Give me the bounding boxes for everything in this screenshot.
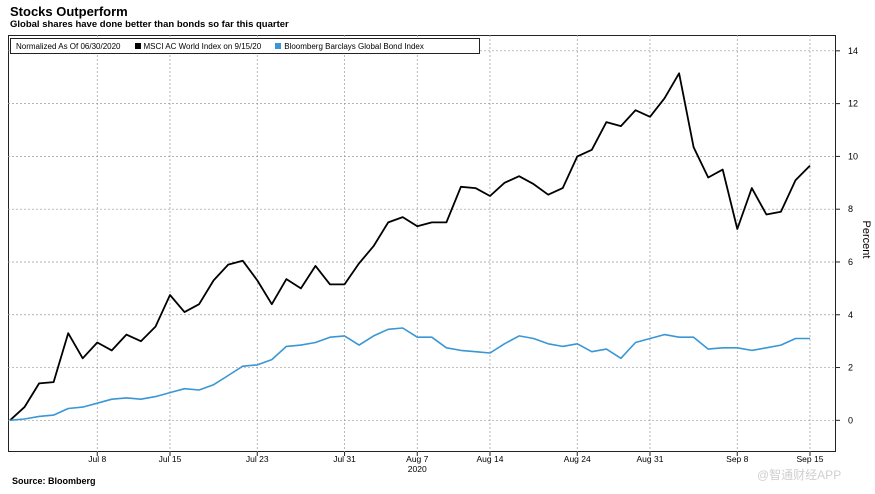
y-tick-label: 6 — [848, 257, 853, 267]
y-tick-label: 12 — [848, 99, 858, 109]
legend-note-text: Normalized As Of 06/30/2020 — [16, 41, 121, 51]
x-tick-label: Sep 15 — [797, 454, 824, 464]
legend-swatch-msci — [134, 43, 141, 49]
plot-area — [8, 35, 836, 452]
x-tick-label: Jul 8 — [88, 454, 106, 464]
chart-subtitle: Global shares have done better than bond… — [10, 19, 289, 30]
x-tick-label: Aug 14 — [477, 454, 504, 464]
series-line-bond — [9, 327, 810, 422]
y-tick-label: 2 — [848, 363, 853, 373]
y-tick-label: 0 — [848, 415, 853, 425]
y-axis-label: Percent — [860, 221, 872, 259]
y-tick-label: 14 — [848, 46, 858, 56]
source-note: Source: Bloomberg — [12, 476, 96, 486]
x-tick-label: Aug 31 — [637, 454, 664, 464]
x-tick-label: Jul 31 — [333, 454, 356, 464]
chart-title: Stocks Outperform — [10, 4, 128, 19]
watermark: @智通财经APP — [757, 468, 842, 482]
x-tick-label: Sep 8 — [726, 454, 748, 464]
legend-item-msci: MSCI AC World Index on 9/15/20 — [134, 41, 262, 51]
series-line-msci — [9, 72, 811, 421]
legend: Normalized As Of 06/30/2020 MSCI AC Worl… — [10, 38, 480, 54]
x-tick-label: Aug 7 — [406, 454, 428, 464]
y-tick-label: 4 — [848, 310, 853, 320]
x-tick-label: Jul 23 — [246, 454, 269, 464]
legend-label-bond: Bloomberg Barclays Global Bond Index — [284, 41, 424, 51]
x-axis-year-label: 2020 — [408, 464, 427, 474]
legend-label-msci: MSCI AC World Index on 9/15/20 — [143, 41, 262, 51]
legend-note: Normalized As Of 06/30/2020 — [16, 42, 121, 51]
legend-item-bond: Bloomberg Barclays Global Bond Index — [275, 42, 424, 51]
x-tick-label: Aug 24 — [564, 454, 591, 464]
y-tick-label: 8 — [848, 204, 853, 214]
y-tick-label: 10 — [848, 151, 858, 161]
x-tick-label: Jul 15 — [159, 454, 182, 464]
legend-swatch-bond — [275, 43, 282, 49]
